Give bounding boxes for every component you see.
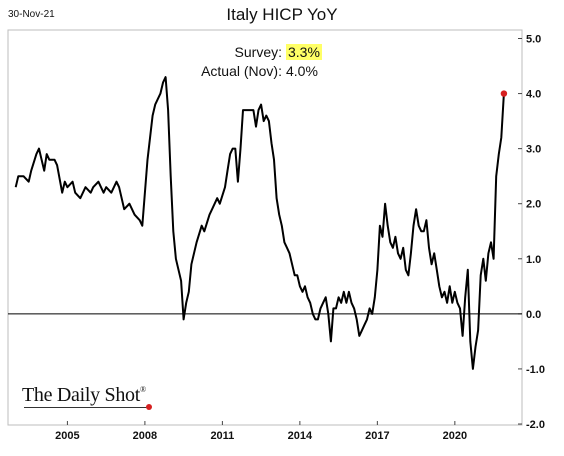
survey-annotation: Survey: 3.3%	[190, 43, 322, 62]
x-tick-label: 2005	[55, 430, 79, 442]
logo-red-dot	[146, 404, 152, 410]
y-tick-label: -2.0	[526, 419, 545, 431]
chart-axes: -2.0 -1.0 0.0 1.0 2.0 3.0 4.0 5.0 2005 2008 2011 20…	[55, 34, 545, 443]
actual-label: Actual (Nov):	[201, 63, 282, 79]
y-tick-label: 2.0	[526, 199, 541, 211]
plot-frame	[7, 29, 523, 426]
x-tick-label: 2014	[288, 430, 313, 442]
chart-marks	[8, 76, 522, 370]
actual-annotation: Actual (Nov): 4.0%	[190, 62, 318, 81]
y-tick-label: 5.0	[526, 34, 541, 46]
survey-value: 3.3%	[286, 44, 322, 60]
logo-underline	[24, 407, 148, 408]
x-tick-label: 2008	[133, 430, 157, 442]
daily-shot-logo: The Daily Shot®	[22, 384, 146, 407]
x-tick-label: 2011	[210, 430, 234, 442]
y-tick-label: 0.0	[526, 309, 541, 321]
actual-value: 4.0%	[286, 63, 318, 79]
latest-point-marker	[500, 90, 508, 97]
x-tick-label: 2017	[365, 430, 389, 442]
y-tick-label: 4.0	[526, 89, 541, 101]
x-tick-label: 2020	[443, 430, 467, 442]
logo-mark: ®	[140, 385, 146, 394]
chart-title: Italy HICP YoY	[226, 5, 338, 24]
logo-text: The Daily Shot	[22, 384, 141, 406]
survey-label: Survey:	[234, 44, 282, 60]
y-tick-label: 1.0	[526, 254, 541, 266]
y-tick-label: 3.0	[526, 144, 541, 156]
date-stamp: 30-Nov-21	[8, 9, 55, 20]
hicp-series-line	[14, 76, 505, 370]
y-tick-label: -1.0	[526, 364, 545, 376]
